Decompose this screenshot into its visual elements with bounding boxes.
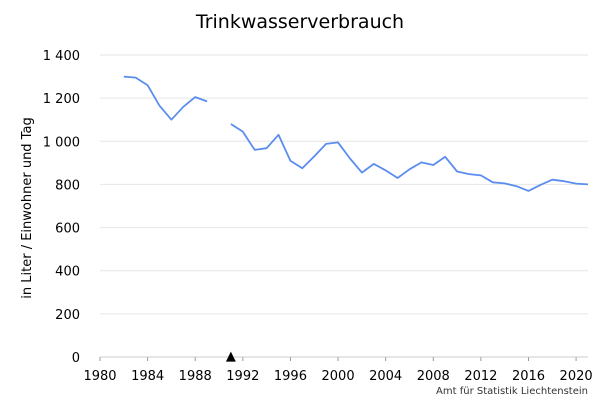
break-marker: ▲ — [226, 349, 236, 364]
series-line — [230, 123, 589, 192]
y-tick-label: 0 — [72, 351, 80, 366]
y-axis-label: in Liter / Einwohner und Tag — [20, 117, 35, 298]
gridlines — [100, 54, 588, 315]
x-tick-label: 2008 — [417, 369, 450, 384]
x-tick-label: 1996 — [274, 369, 307, 384]
y-tick-label: 200 — [55, 308, 80, 323]
y-tick-label: 800 — [55, 178, 80, 193]
series-line — [123, 75, 208, 121]
x-tick-label: 1988 — [179, 369, 212, 384]
x-tick-label: 1984 — [131, 369, 164, 384]
y-axis-ticks: 0 200 400 600 800 1 000 1 200 1 400 — [43, 49, 80, 366]
y-tick-label: 400 — [55, 265, 80, 280]
x-tick-label: 2020 — [560, 369, 593, 384]
chart-title: Trinkwasserverbrauch — [195, 11, 404, 33]
y-tick-label: 600 — [55, 222, 80, 237]
x-tick-label: 2012 — [464, 369, 497, 384]
y-tick-label: 1 200 — [43, 92, 80, 107]
y-tick-label: 1 400 — [43, 49, 80, 64]
x-tick-label: 2016 — [512, 369, 545, 384]
x-tick-label: 2004 — [369, 369, 402, 384]
x-tick-label: 1992 — [226, 369, 259, 384]
x-axis-ticks: 1980 1984 1988 1992 1996 2000 2004 2008 2012 2016… — [83, 357, 593, 384]
y-tick-label: 1 000 — [43, 135, 80, 150]
x-tick-label: 2000 — [322, 369, 355, 384]
series-lines — [123, 75, 589, 192]
source-credit: Amt für Statistik Liechtenstein — [436, 386, 588, 397]
x-tick-label: 1980 — [83, 369, 116, 384]
